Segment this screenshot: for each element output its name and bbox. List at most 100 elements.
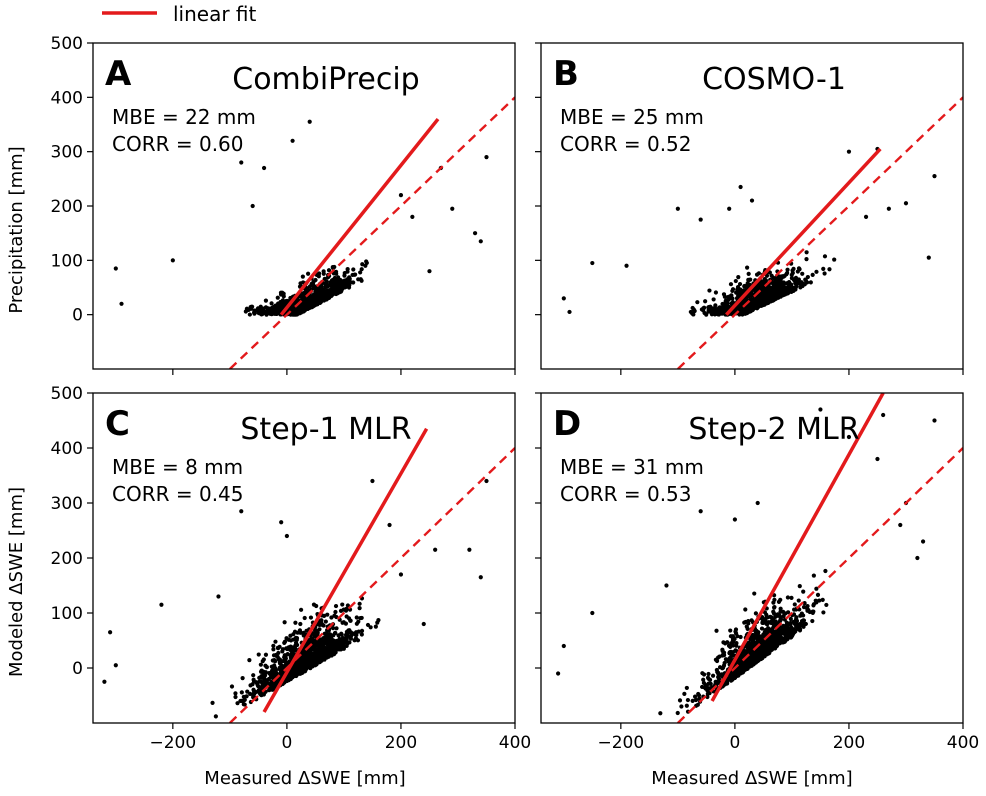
data-point — [886, 206, 891, 211]
data-point — [713, 290, 719, 295]
data-point — [356, 629, 361, 634]
data-point — [926, 255, 931, 260]
data-point — [333, 603, 339, 609]
data-point — [810, 618, 815, 624]
data-point — [316, 292, 322, 297]
data-point — [827, 267, 832, 272]
data-point — [738, 290, 743, 295]
data-point — [356, 619, 361, 624]
data-point — [710, 673, 716, 678]
data-point — [776, 276, 782, 281]
data-point — [326, 653, 332, 658]
data-point — [766, 620, 771, 625]
data-point — [351, 267, 356, 272]
data-point — [322, 638, 327, 643]
data-point — [251, 688, 257, 694]
data-point — [775, 293, 780, 299]
data-point — [780, 625, 785, 630]
data-point — [298, 621, 303, 627]
data-point — [779, 639, 784, 644]
data-point — [344, 640, 349, 645]
data-point — [556, 671, 561, 676]
data-point — [766, 284, 771, 289]
data-point — [216, 594, 221, 599]
data-point — [770, 641, 776, 646]
data-point — [736, 293, 741, 298]
data-point — [322, 631, 327, 636]
data-point — [332, 613, 337, 618]
data-point — [712, 312, 717, 317]
data-point — [759, 626, 765, 631]
y-tick-label: 500 — [51, 384, 83, 404]
data-point — [273, 303, 278, 308]
data-point — [277, 307, 282, 312]
data-point — [273, 639, 278, 644]
data-point — [658, 711, 663, 716]
data-point — [286, 637, 291, 642]
data-point — [312, 296, 318, 301]
data-point — [746, 663, 752, 669]
data-point — [691, 312, 696, 317]
data-point — [759, 644, 764, 649]
data-point — [285, 676, 290, 681]
data-point — [675, 710, 680, 716]
data-point — [736, 659, 741, 664]
data-point — [797, 267, 802, 272]
data-point — [811, 609, 816, 614]
data-point — [275, 295, 280, 300]
data-point — [753, 611, 758, 616]
data-point — [567, 309, 572, 315]
data-point — [744, 624, 749, 629]
data-point — [685, 697, 691, 703]
data-point — [341, 282, 346, 287]
panel-c: 0 100 200 300 400 500 −200 0 200 400 C Step-1 MLR MB… — [51, 384, 532, 753]
data-point — [740, 669, 746, 675]
data-point — [313, 663, 318, 668]
data-point — [786, 279, 792, 285]
data-point — [294, 635, 300, 641]
data-point — [311, 642, 316, 647]
data-point — [296, 670, 301, 675]
data-point — [758, 285, 764, 290]
data-point — [704, 312, 709, 317]
data-point — [742, 283, 747, 289]
data-point — [359, 632, 364, 637]
data-point — [303, 303, 308, 308]
panel-title: CombiPrecip — [232, 62, 419, 97]
data-point — [785, 595, 791, 600]
data-point — [824, 602, 829, 608]
data-point — [920, 539, 926, 544]
data-point — [766, 639, 771, 644]
data-point — [261, 165, 267, 171]
data-point — [780, 293, 785, 298]
x-tick-label: 200 — [385, 733, 417, 753]
data-point — [256, 652, 261, 657]
data-point — [331, 647, 336, 652]
data-point — [309, 663, 314, 668]
data-point — [285, 651, 290, 657]
y-tick-label: 500 — [51, 34, 83, 54]
data-point — [238, 698, 243, 704]
data-point — [472, 231, 478, 236]
data-point — [243, 309, 248, 314]
data-point — [745, 310, 750, 315]
data-point — [735, 285, 741, 290]
y-axis-label-top: Precipitation [mm] — [6, 146, 27, 313]
data-point — [255, 683, 261, 689]
data-point — [743, 607, 748, 612]
data-point — [340, 635, 346, 641]
data-point — [312, 300, 317, 305]
data-point — [705, 694, 710, 700]
data-point — [300, 274, 305, 279]
data-point — [410, 214, 415, 219]
data-point — [708, 681, 713, 686]
data-point — [727, 650, 732, 656]
data-point — [364, 259, 369, 264]
data-point — [313, 289, 318, 294]
data-point — [289, 670, 294, 676]
data-point — [281, 291, 286, 296]
data-point — [262, 678, 267, 683]
corr-annotation: CORR = 0.53 — [560, 482, 692, 506]
data-point — [363, 263, 368, 268]
data-point — [269, 664, 274, 669]
